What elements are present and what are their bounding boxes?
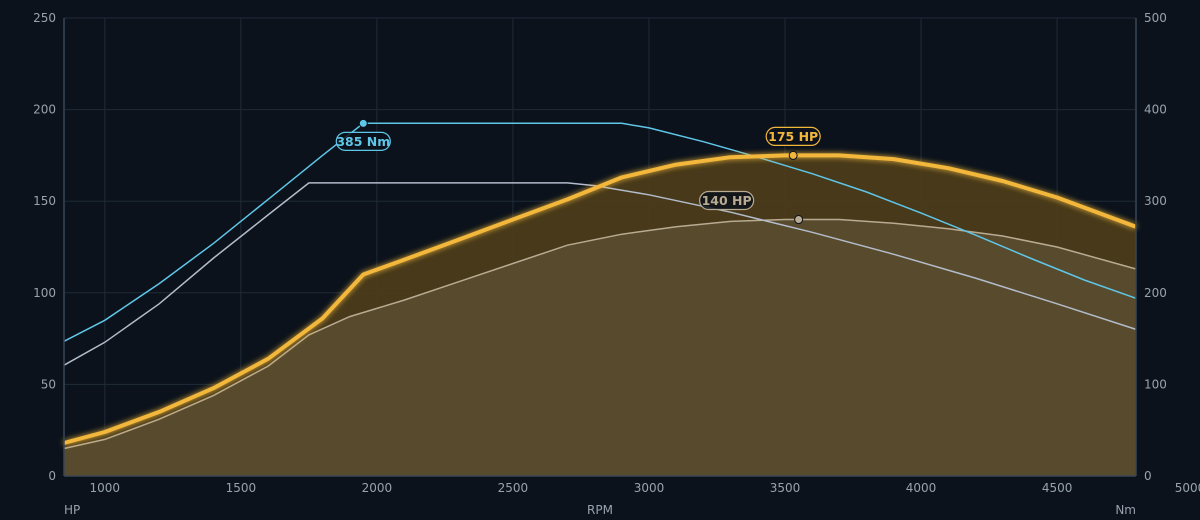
y-tick-left: 100 [33,286,56,300]
x-tick: 2500 [498,481,529,495]
y-axis-right-title: Nm [1115,503,1136,517]
peak-marker [358,118,368,128]
x-tick: 4500 [1042,481,1073,495]
annotation-pill [335,131,391,151]
series-lines [63,122,1137,450]
peak-marker [788,150,798,160]
annotation-label: 140 HP [702,193,752,208]
axes [63,18,1137,477]
x-tick: 1500 [226,481,257,495]
y-tick-left: 250 [33,11,56,25]
annotation-pill [765,126,821,147]
x-tick: 1000 [90,481,121,495]
annotations: 385 Nm 175 HP 140 HP [335,118,821,225]
x-tick: 4000 [906,481,937,495]
torque-tuned-line [63,122,1137,342]
x-tick: 3000 [634,481,665,495]
power-tuned-line [63,153,1137,445]
annotation-label: 175 HP [768,129,818,144]
power-stock-area [64,219,1136,476]
annotation-label: 385 Nm [336,134,390,149]
x-tick: 3500 [770,481,801,495]
y-tick-right: 400 [1144,103,1167,117]
y-tick-left: 0 [48,469,56,483]
y-axis-left-title: HP [64,503,80,517]
y-tick-right: 500 [1144,11,1167,25]
annotation-pill [699,190,755,211]
power-stock-line [63,218,1137,450]
x-tick: 2000 [362,481,393,495]
fills [64,155,1136,476]
x-tick: 5000 [1175,481,1200,495]
y-tick-right: 0 [1144,469,1152,483]
y-tick-right: 200 [1144,286,1167,300]
x-axis-title: RPM [587,503,613,517]
y-tick-left: 150 [33,194,56,208]
y-tick-left: 200 [33,103,56,117]
y-tick-right: 300 [1144,194,1167,208]
peak-marker [794,215,804,225]
torque-stock-line [63,182,1137,366]
y-tick-right: 100 [1144,377,1167,391]
y-tick-left: 50 [41,377,56,391]
